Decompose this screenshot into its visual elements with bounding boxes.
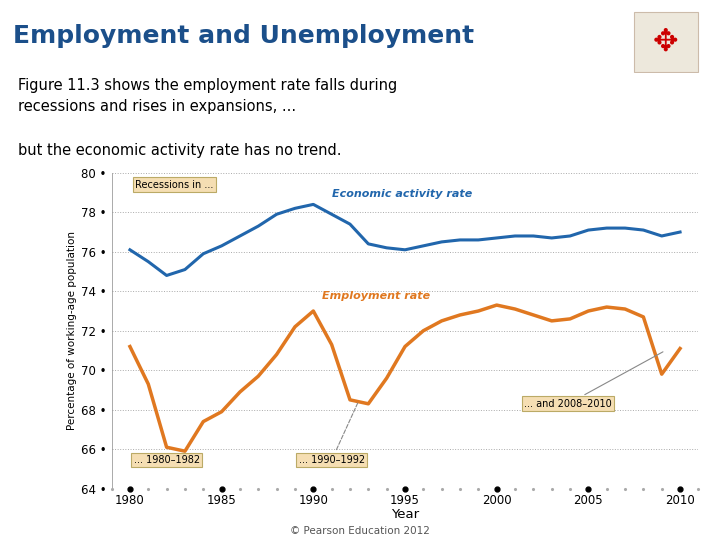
Text: Employment rate: Employment rate xyxy=(323,291,431,301)
Text: but the economic activity rate has no trend.: but the economic activity rate has no tr… xyxy=(18,143,341,158)
Text: ... and 2008–2010: ... and 2008–2010 xyxy=(524,352,663,409)
FancyBboxPatch shape xyxy=(634,12,698,72)
Text: Figure 11.3 shows the employment rate falls during
recessions and rises in expan: Figure 11.3 shows the employment rate fa… xyxy=(18,78,397,114)
X-axis label: Year: Year xyxy=(391,508,419,521)
Text: Economic activity rate: Economic activity rate xyxy=(332,190,472,199)
Text: Employment and Unemployment: Employment and Unemployment xyxy=(13,24,474,48)
Text: Recessions in ...: Recessions in ... xyxy=(135,180,214,190)
Text: © Pearson Education 2012: © Pearson Education 2012 xyxy=(290,525,430,536)
Text: ... 1990–1992: ... 1990–1992 xyxy=(299,402,365,465)
Y-axis label: Percentage of working-age population: Percentage of working-age population xyxy=(67,231,77,430)
Text: ... 1980–1982: ... 1980–1982 xyxy=(134,455,199,465)
Text: ✥: ✥ xyxy=(653,28,679,56)
